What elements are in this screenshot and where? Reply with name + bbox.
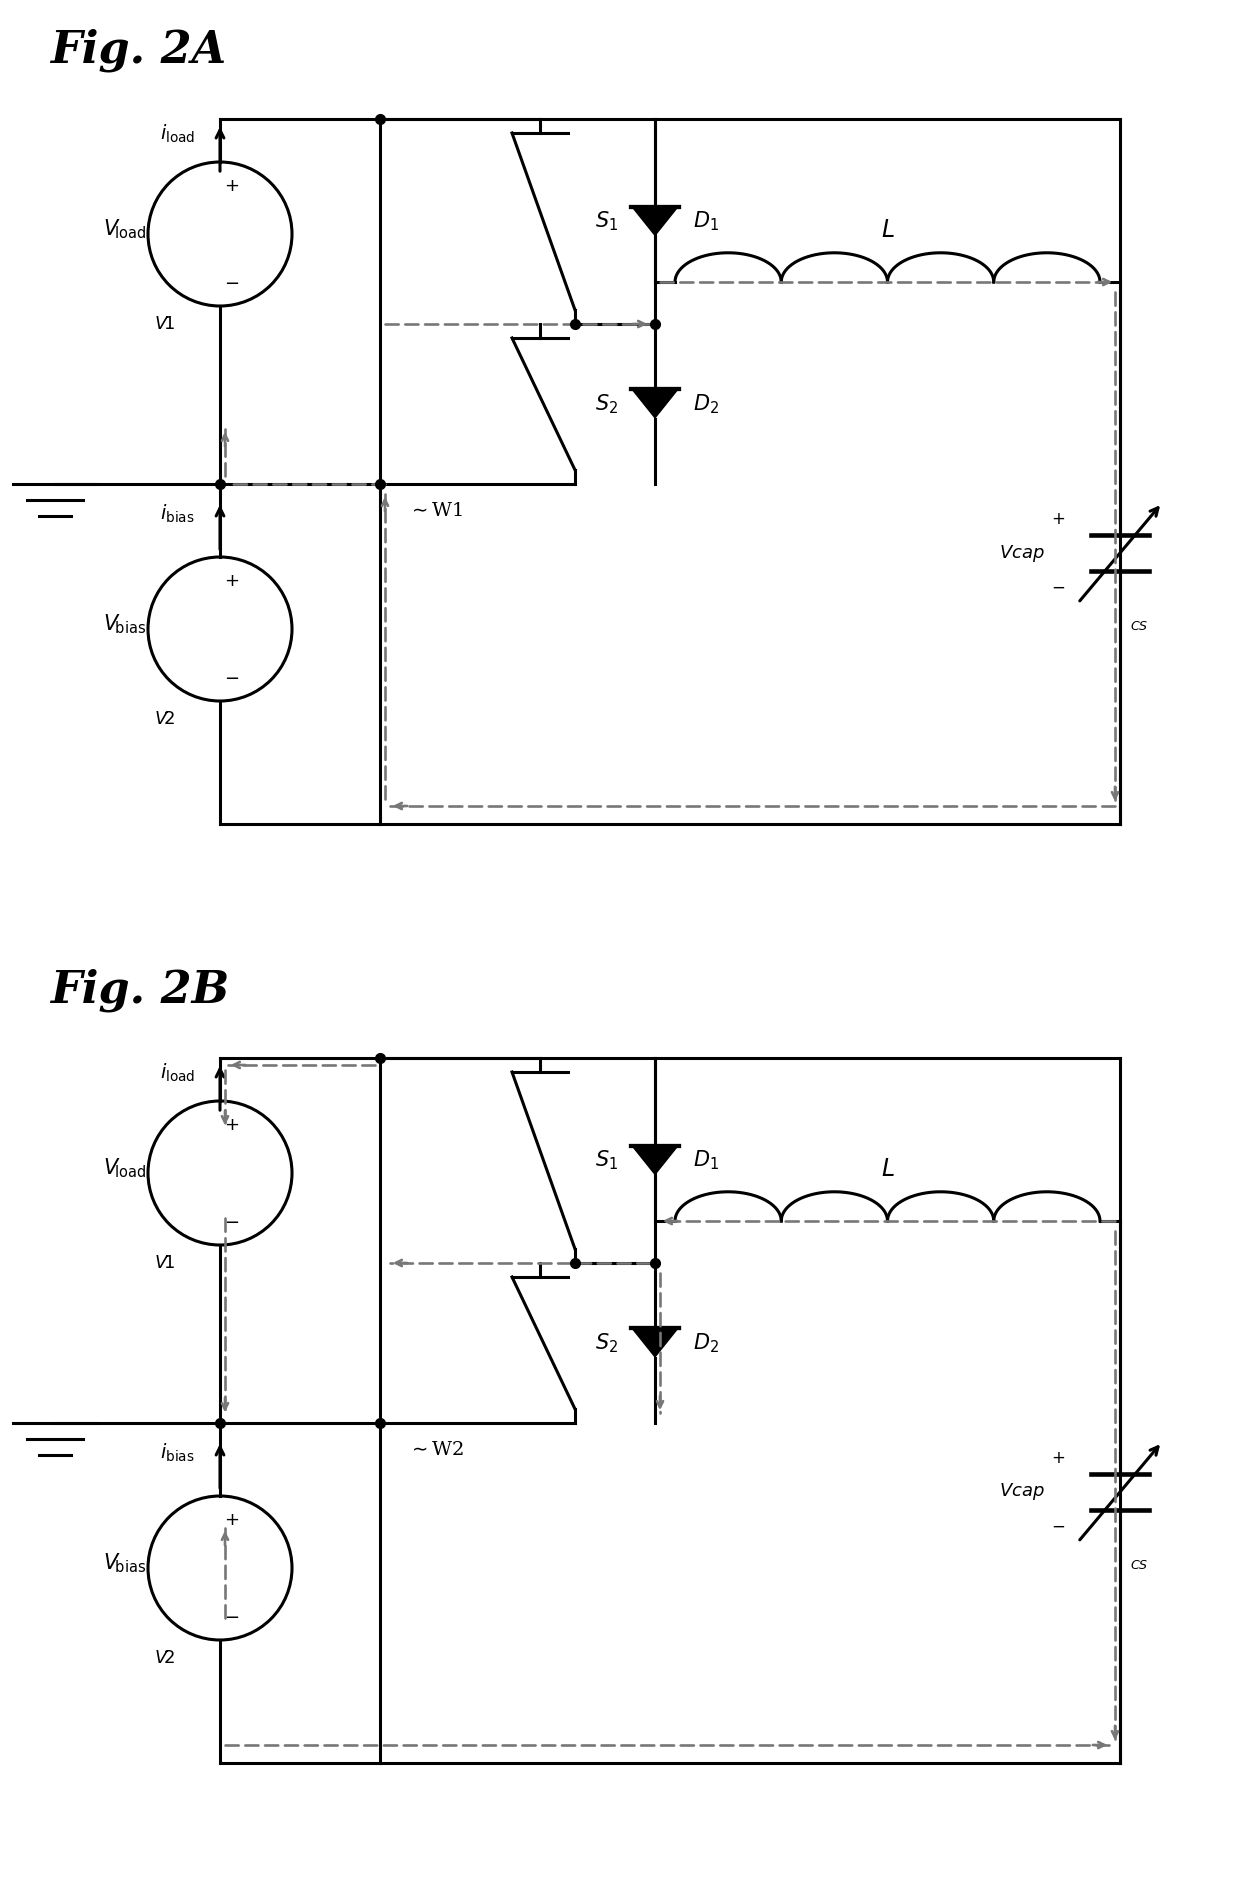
Polygon shape — [631, 1328, 680, 1358]
Polygon shape — [631, 1146, 680, 1176]
Text: $_{CS}$: $_{CS}$ — [1130, 1553, 1148, 1572]
Text: $V\!2$: $V\!2$ — [155, 710, 176, 729]
Text: $D_1$: $D_1$ — [693, 1149, 719, 1172]
Text: $Vcap$: $Vcap$ — [999, 1482, 1045, 1502]
Text: $S_1$: $S_1$ — [595, 1149, 618, 1172]
Text: $i_{\rm bias}$: $i_{\rm bias}$ — [160, 503, 195, 526]
Text: $-$: $-$ — [1052, 1517, 1065, 1534]
Text: $+$: $+$ — [224, 1512, 239, 1529]
Text: $-$: $-$ — [224, 1608, 239, 1624]
Text: $V\!1$: $V\!1$ — [155, 1255, 176, 1271]
Text: $i_{\rm load}$: $i_{\rm load}$ — [160, 1061, 195, 1084]
Text: $+$: $+$ — [224, 1116, 239, 1134]
Text: $D_2$: $D_2$ — [693, 393, 719, 415]
Polygon shape — [631, 389, 680, 419]
Text: $i_{\rm load}$: $i_{\rm load}$ — [160, 122, 195, 145]
Text: $\sim$W2: $\sim$W2 — [408, 1440, 465, 1459]
Text: $D_1$: $D_1$ — [693, 210, 719, 233]
Text: $_{CS}$: $_{CS}$ — [1130, 614, 1148, 633]
Text: $Vcap$: $Vcap$ — [999, 543, 1045, 563]
Text: Fig. 2A: Fig. 2A — [50, 28, 226, 73]
Text: $V\!2$: $V\!2$ — [155, 1649, 176, 1668]
Text: $-$: $-$ — [224, 272, 239, 291]
Text: $D_2$: $D_2$ — [693, 1332, 719, 1354]
Text: $+$: $+$ — [224, 177, 239, 195]
Text: $V_{\!\rm bias}$: $V_{\!\rm bias}$ — [103, 1551, 146, 1576]
Text: $S_2$: $S_2$ — [595, 393, 618, 415]
Text: $S_1$: $S_1$ — [595, 210, 618, 233]
Text: $+$: $+$ — [1052, 1450, 1065, 1467]
Text: $V_{\!\rm load}$: $V_{\!\rm load}$ — [103, 218, 146, 240]
Text: $+$: $+$ — [1052, 511, 1065, 528]
Text: $-$: $-$ — [224, 1211, 239, 1230]
Polygon shape — [631, 207, 680, 237]
Text: $+$: $+$ — [224, 573, 239, 590]
Text: $-$: $-$ — [1052, 578, 1065, 595]
Text: $S_2$: $S_2$ — [595, 1332, 618, 1354]
Text: $i_{\rm bias}$: $i_{\rm bias}$ — [160, 1442, 195, 1465]
Text: $V\!1$: $V\!1$ — [155, 316, 176, 332]
Text: $L$: $L$ — [880, 1159, 894, 1181]
Text: $V_{\!\rm bias}$: $V_{\!\rm bias}$ — [103, 612, 146, 637]
Text: $\sim$W1: $\sim$W1 — [408, 501, 464, 520]
Text: $V_{\!\rm load}$: $V_{\!\rm load}$ — [103, 1157, 146, 1179]
Text: $-$: $-$ — [224, 669, 239, 685]
Text: Fig. 2B: Fig. 2B — [50, 967, 229, 1012]
Text: $L$: $L$ — [880, 220, 894, 242]
